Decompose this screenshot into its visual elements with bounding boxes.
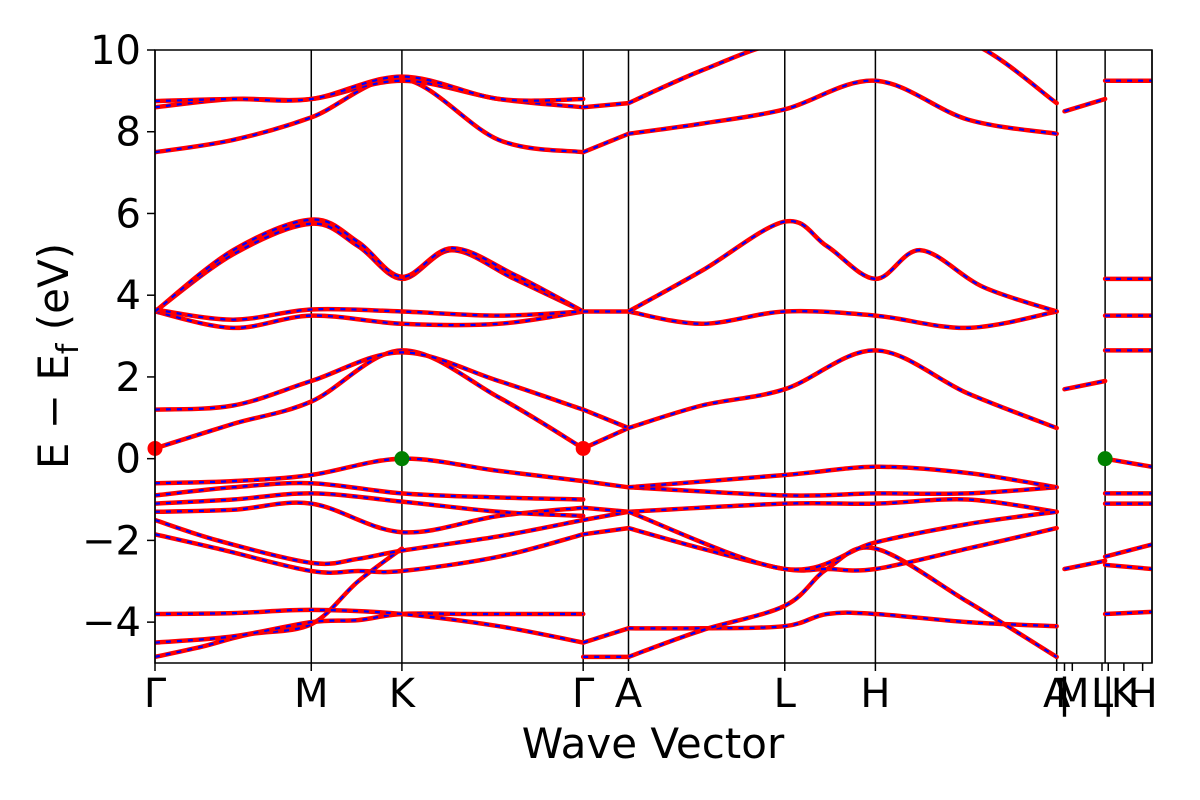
x-tick-label-3: Γ xyxy=(572,671,595,717)
y-tick-label-6: 8 xyxy=(116,110,141,156)
band-42-dash xyxy=(1064,559,1106,571)
band-41-dash xyxy=(1064,379,1106,391)
x-tick-label-11: | xyxy=(1102,671,1115,717)
band-45-dash xyxy=(1104,543,1152,558)
band-10-dash xyxy=(155,351,584,411)
band-37-dash xyxy=(628,310,1057,330)
band-17 xyxy=(155,74,586,104)
band-1-dash xyxy=(155,612,584,644)
y-tick-label-7: 10 xyxy=(90,28,141,74)
band-16 xyxy=(155,78,586,110)
x-tick-label-7: A xyxy=(1043,671,1071,717)
y-tick-label-0: −4 xyxy=(82,600,141,646)
y-tick-label-1: −2 xyxy=(82,518,141,564)
band-13 xyxy=(155,221,586,314)
band-36-dash xyxy=(628,349,1058,430)
band-15 xyxy=(155,76,586,155)
band-35-dash xyxy=(628,465,1057,489)
band-5-dash xyxy=(155,501,584,534)
band-23-dash xyxy=(583,480,629,489)
vbm-marker-1 xyxy=(1097,451,1113,467)
y-axis-ticks: −4 −2 0 2 4 6 8 10 xyxy=(82,28,155,646)
band-34-dash xyxy=(628,486,1057,497)
vbm-marker-0 xyxy=(394,451,410,467)
x-axis-label: Wave Vector xyxy=(522,719,785,768)
band-9 xyxy=(155,348,586,451)
band-24-dash xyxy=(582,426,629,450)
y-tick-label-2: 0 xyxy=(116,437,141,483)
band-14-dash xyxy=(155,218,584,313)
band-2-dash xyxy=(155,608,584,644)
band-32-dash xyxy=(628,498,1057,513)
band-38-dash xyxy=(627,220,1058,313)
band-6-dash xyxy=(155,492,584,517)
band-30 xyxy=(626,545,1059,660)
x-tick-label-6: H xyxy=(860,671,890,717)
y-axis-label-subscript: f xyxy=(51,342,86,354)
x-tick-label-9: M xyxy=(1055,671,1090,717)
band-4-dash xyxy=(155,518,584,565)
y-tick-label-4: 4 xyxy=(116,273,141,319)
band-lines xyxy=(155,50,1152,660)
band-5 xyxy=(155,500,586,535)
x-tick-label-8: | xyxy=(1058,671,1071,717)
band-11-dash xyxy=(155,310,584,330)
band-38 xyxy=(626,218,1059,314)
x-tick-label-2: K xyxy=(389,671,417,717)
band-20-dash xyxy=(583,527,629,536)
x-tick-label-13: H xyxy=(1128,671,1158,717)
band-43-dash xyxy=(1064,97,1106,113)
band-33-dash xyxy=(628,510,1057,571)
band-8 xyxy=(155,456,586,486)
band-39 xyxy=(626,78,1059,137)
band-27-dash xyxy=(582,132,629,154)
x-tick-label-5: L xyxy=(774,671,797,717)
x-tick-label-1: M xyxy=(294,671,329,717)
x-tick-label-4: A xyxy=(615,671,643,717)
band-40 xyxy=(626,50,1059,106)
y-axis-label: E − Ef (eV) xyxy=(29,243,86,469)
band-19-dash xyxy=(582,627,629,644)
band-15-dash xyxy=(155,77,584,154)
band-21-dash xyxy=(583,510,629,522)
y-tick-label-3: 2 xyxy=(116,355,141,401)
band-40-dash xyxy=(628,50,1058,105)
band-46-dash xyxy=(1105,563,1152,571)
plot-frame xyxy=(154,49,1153,664)
x-tick-label-12: K xyxy=(1111,671,1139,717)
band-9-dash xyxy=(155,349,584,450)
band-31-dash xyxy=(628,527,1057,572)
band-28-dash xyxy=(583,102,629,109)
band-7-dash xyxy=(155,481,584,501)
band-25-dash xyxy=(582,408,629,430)
y-tick-label-5: 6 xyxy=(116,191,141,237)
band-13-dash xyxy=(155,222,584,313)
band-8-dash xyxy=(155,457,584,485)
y-axis-label-unit: (eV) xyxy=(29,243,78,344)
band-39-dash xyxy=(628,79,1057,135)
cbm-marker-1 xyxy=(575,440,591,456)
band-16-dash xyxy=(155,79,584,109)
x-tick-label-0: Γ xyxy=(144,671,167,717)
band-0-dash xyxy=(155,547,403,658)
band-3 xyxy=(155,532,586,575)
x-axis-ticks: Γ M K Γ A L H A|M L|KH xyxy=(144,663,1158,717)
extremum-markers xyxy=(147,440,1113,467)
y-axis-label-main: E − E xyxy=(29,354,78,469)
band-44-dash xyxy=(1104,457,1152,468)
band-51-dash xyxy=(1105,610,1152,616)
band-12-dash xyxy=(155,307,584,321)
x-tick-label-10: L xyxy=(1091,671,1114,717)
band-36 xyxy=(626,348,1059,431)
band-22-dash xyxy=(583,506,629,513)
band-29-dash xyxy=(628,611,1057,630)
band-31 xyxy=(626,525,1059,573)
band-30-dash xyxy=(628,546,1058,658)
